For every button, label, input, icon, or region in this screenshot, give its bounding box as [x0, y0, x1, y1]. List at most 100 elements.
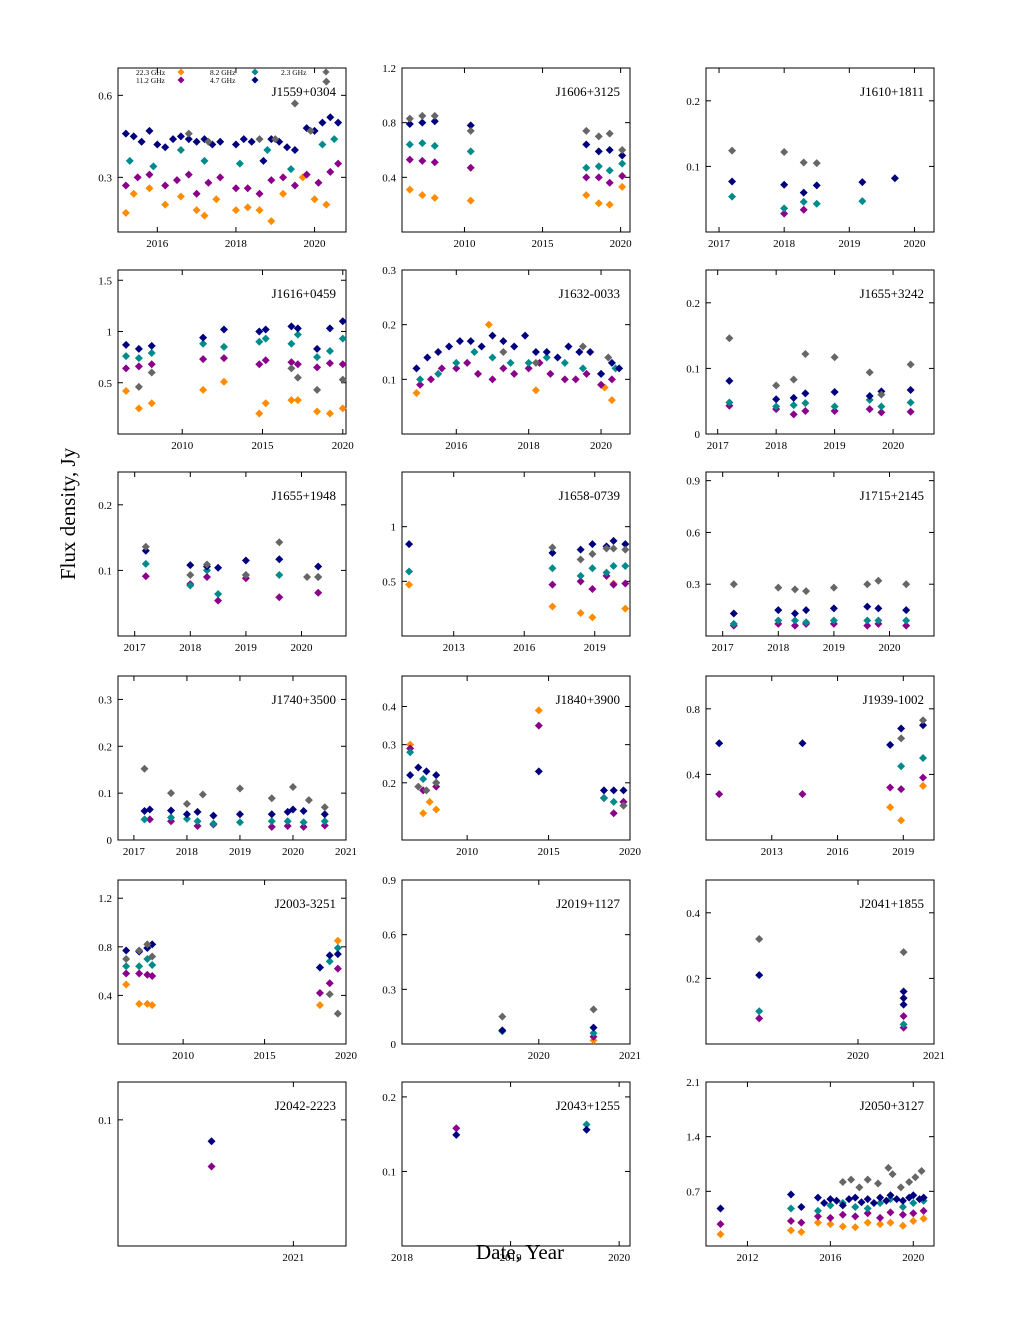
- data-point: [510, 342, 519, 351]
- data-point: [919, 716, 928, 725]
- data-point: [134, 344, 143, 353]
- y-tick-label: 0: [391, 1039, 397, 1051]
- x-tick-label: 2020: [879, 642, 902, 654]
- data-point: [134, 382, 143, 391]
- data-point: [122, 954, 131, 963]
- data-point: [488, 353, 497, 362]
- data-point: [432, 778, 441, 787]
- x-tick-label: 2021: [619, 1050, 641, 1062]
- data-point: [318, 140, 327, 149]
- data-point: [325, 346, 334, 355]
- data-point: [790, 621, 799, 630]
- data-point: [287, 396, 296, 405]
- x-tick-label: 2019: [892, 846, 915, 858]
- x-tick-label: 2016: [513, 642, 536, 654]
- data-point: [886, 1218, 895, 1227]
- data-point: [571, 375, 580, 384]
- data-point: [621, 562, 630, 571]
- data-point: [594, 173, 603, 182]
- data-point: [255, 206, 264, 215]
- data-point: [275, 555, 284, 564]
- panel-title: J1616+0459: [272, 286, 336, 301]
- data-point: [416, 380, 425, 389]
- data-point: [863, 602, 872, 611]
- data-point: [333, 964, 342, 973]
- data-point: [186, 561, 195, 570]
- panel-title: J1655+3242: [860, 286, 924, 301]
- y-tick-label: 0.5: [98, 378, 112, 390]
- data-point: [338, 334, 347, 343]
- data-point: [902, 621, 911, 630]
- data-point: [607, 358, 616, 367]
- y-tick-label: 0.2: [686, 973, 700, 985]
- data-point: [830, 388, 839, 397]
- data-point: [851, 1193, 860, 1202]
- data-point: [919, 754, 928, 762]
- data-point: [897, 785, 906, 794]
- plot-frame: [705, 879, 935, 1045]
- x-tick-label: 2020: [902, 1252, 925, 1264]
- data-point: [564, 342, 573, 351]
- data-point: [287, 322, 296, 331]
- data-point: [219, 325, 228, 334]
- plot-frame: [117, 1081, 347, 1247]
- y-tick-label: 0.3: [98, 172, 112, 184]
- y-tick-label: 0.4: [382, 702, 396, 714]
- data-point: [897, 734, 906, 743]
- data-point: [318, 118, 327, 127]
- panel-J1655+3242: 2017 2018 2019 2020 0 0.1 0.2 J1655+3242: [686, 269, 935, 452]
- data-point: [899, 948, 908, 957]
- data-point: [414, 763, 423, 772]
- data-point: [578, 342, 587, 351]
- data-point: [161, 143, 170, 152]
- data-point: [452, 1124, 461, 1133]
- data-point: [466, 196, 475, 205]
- data-point: [214, 563, 223, 572]
- data-point: [434, 369, 443, 378]
- data-point: [874, 604, 883, 613]
- data-point: [830, 353, 839, 362]
- data-point: [121, 208, 130, 217]
- data-point: [405, 185, 414, 194]
- data-point: [820, 1199, 829, 1208]
- data-point: [876, 1220, 885, 1229]
- x-tick-label: 2020: [903, 238, 926, 250]
- data-point: [148, 1001, 157, 1010]
- data-point: [466, 126, 475, 135]
- data-point: [315, 1001, 324, 1010]
- data-point: [419, 809, 428, 818]
- data-point: [589, 1029, 598, 1038]
- x-tick-label: 2020: [304, 238, 327, 250]
- data-point: [863, 1175, 872, 1184]
- data-point: [772, 381, 781, 390]
- data-point: [789, 401, 798, 410]
- data-point: [899, 1000, 908, 1009]
- data-point: [145, 170, 154, 179]
- data-point: [801, 399, 810, 408]
- data-point: [267, 217, 276, 226]
- data-point: [219, 342, 228, 351]
- legend-marker: [177, 76, 185, 84]
- data-point: [609, 786, 618, 795]
- data-point: [141, 572, 150, 581]
- x-tick-label: 2019: [824, 440, 847, 452]
- data-point: [267, 176, 276, 185]
- y-tick-label: 0.3: [382, 740, 396, 752]
- data-point: [418, 139, 427, 148]
- data-point: [716, 1230, 725, 1239]
- data-point: [199, 385, 208, 394]
- data-point: [140, 815, 149, 824]
- data-point: [216, 173, 225, 182]
- data-point: [484, 320, 493, 329]
- data-point: [293, 373, 302, 382]
- data-point: [582, 173, 591, 182]
- data-point: [255, 327, 264, 336]
- data-point: [432, 805, 441, 814]
- y-tick-label: 0.2: [686, 96, 700, 108]
- data-point: [728, 177, 737, 186]
- data-point: [423, 353, 432, 362]
- data-point: [293, 360, 302, 369]
- data-point: [830, 402, 839, 411]
- data-point: [267, 794, 276, 803]
